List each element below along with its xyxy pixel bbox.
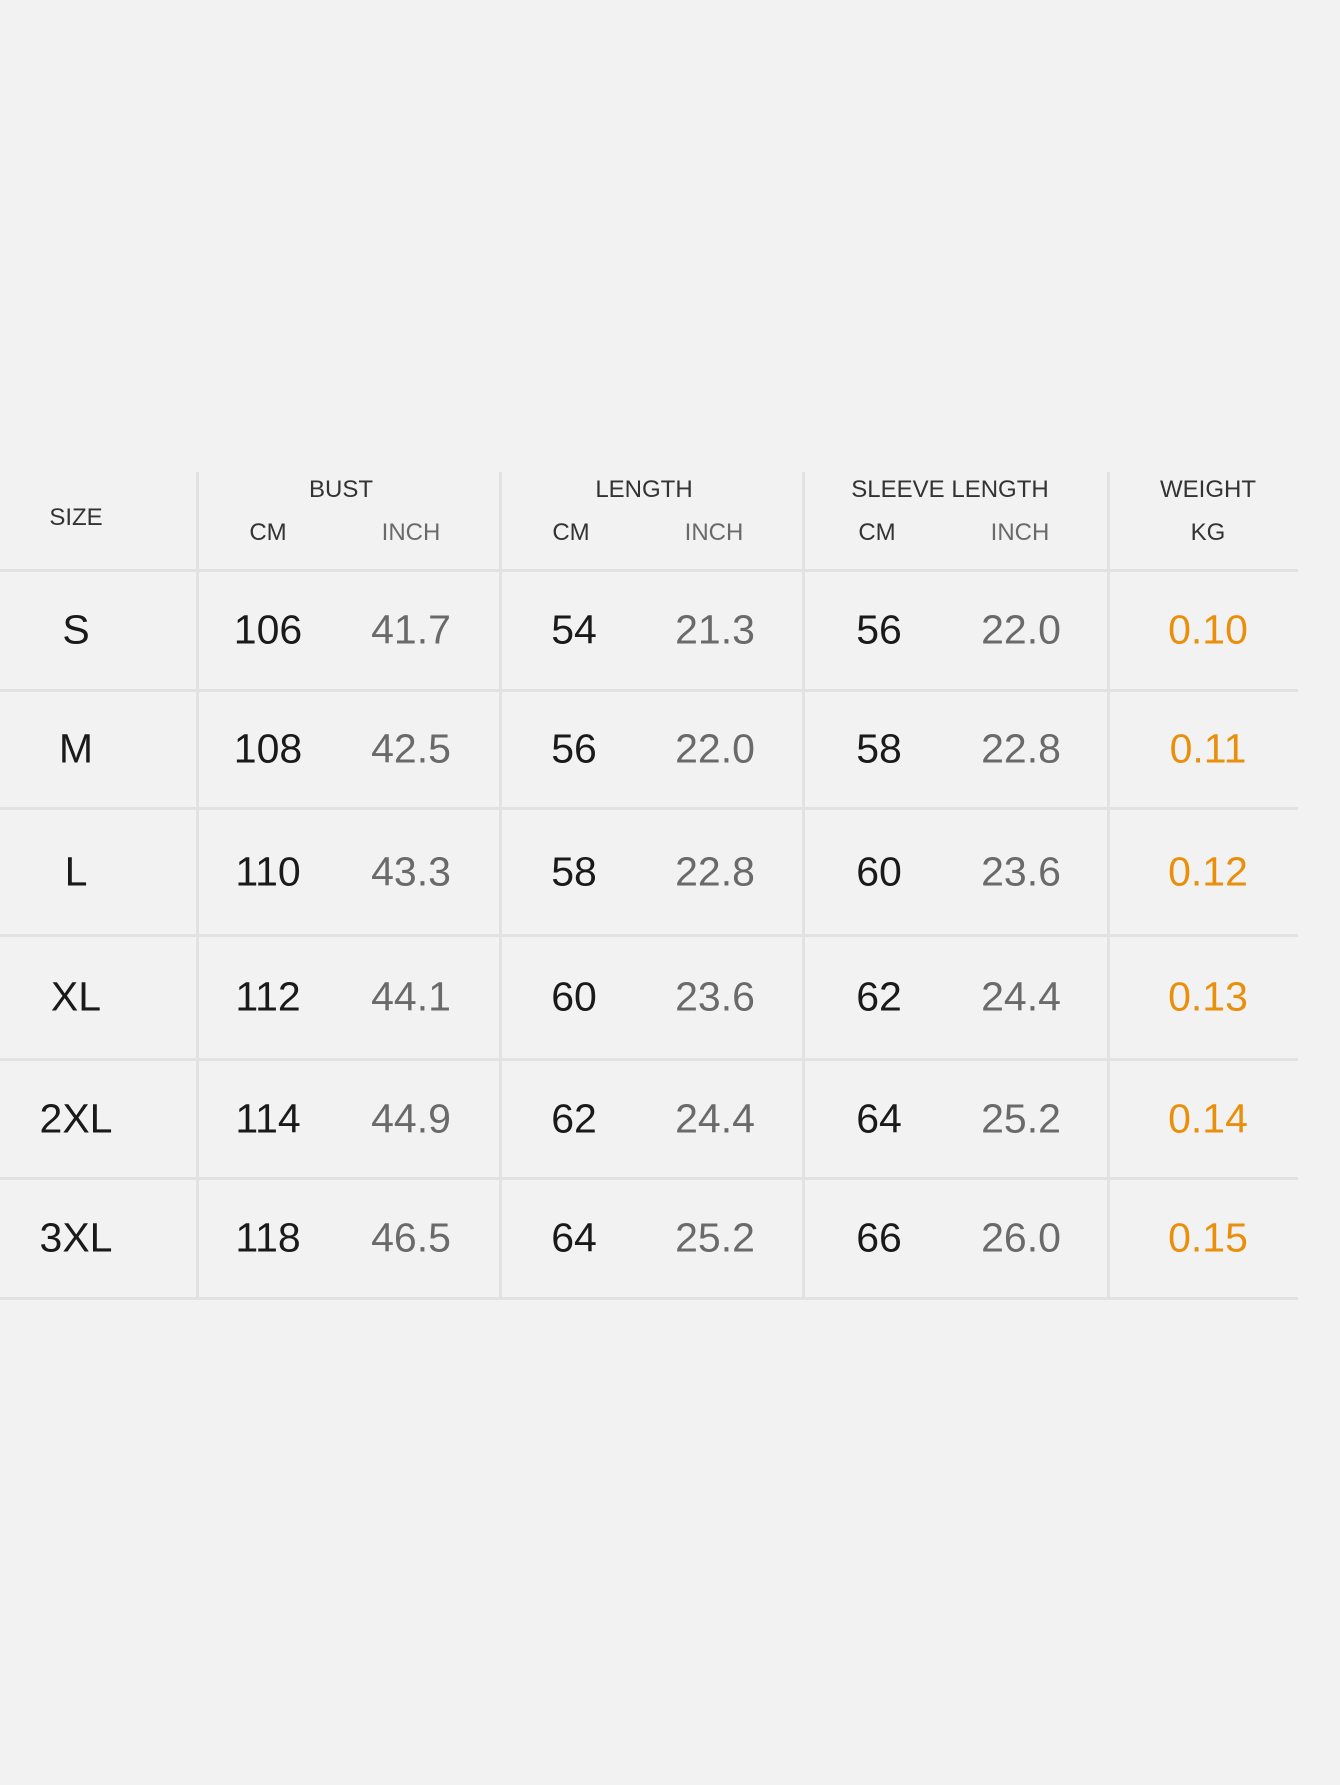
cell-value: 41.7 xyxy=(371,606,451,653)
cell-value: 22.8 xyxy=(981,725,1061,772)
cell-value: 114 xyxy=(235,1095,301,1141)
size-label: S xyxy=(62,606,90,653)
row-divider xyxy=(0,934,1298,937)
column-header: SLEEVE LENGTH xyxy=(851,476,1049,503)
cell-value: 54 xyxy=(551,606,597,653)
cell-value: 58 xyxy=(551,848,597,894)
row-divider xyxy=(0,1058,1298,1061)
cell-value: 23.6 xyxy=(675,973,755,1020)
cell-value: 60 xyxy=(856,848,902,894)
cell-value: 44.9 xyxy=(371,1095,451,1141)
cell-value: 64 xyxy=(856,1095,902,1141)
cell-value: 44.1 xyxy=(371,973,451,1020)
column-header: BUST xyxy=(308,476,374,503)
cell-value: 64 xyxy=(551,1214,597,1261)
cell-value: 56 xyxy=(551,725,597,772)
cell-value: 22.8 xyxy=(675,848,755,894)
cell-value: 26.0 xyxy=(981,1214,1061,1261)
cell-value: 62 xyxy=(551,1095,597,1141)
cell-value: 60 xyxy=(551,973,597,1020)
cell-value: 0.13 xyxy=(1168,973,1248,1020)
cell-value: 56 xyxy=(856,606,902,653)
cell-value: 62 xyxy=(856,973,902,1020)
cell-value: 0.11 xyxy=(1169,725,1247,772)
cell-value: 42.5 xyxy=(371,725,451,772)
cell-value: 106 xyxy=(233,606,303,653)
unit-header: CM xyxy=(858,519,896,546)
unit-header: INCH xyxy=(381,519,441,546)
cell-value: 22.0 xyxy=(981,606,1061,653)
cell-value: 23.6 xyxy=(981,848,1061,894)
cell-value: 24.4 xyxy=(981,973,1061,1020)
size-label: 2XL xyxy=(39,1095,113,1141)
column-divider xyxy=(499,472,502,1298)
unit-header: INCH xyxy=(684,519,744,546)
cell-value: 24.4 xyxy=(675,1095,755,1141)
cell-value: 25.2 xyxy=(675,1214,755,1261)
size-label: L xyxy=(64,848,88,894)
row-divider xyxy=(0,1177,1298,1180)
row-divider xyxy=(0,807,1298,810)
row-divider xyxy=(0,569,1298,572)
cell-value: 0.10 xyxy=(1168,606,1248,653)
cell-value: 112 xyxy=(235,973,301,1020)
column-header: LENGTH xyxy=(595,476,693,503)
row-divider xyxy=(0,1297,1298,1300)
cell-value: 22.0 xyxy=(675,725,755,772)
cell-value: 46.5 xyxy=(371,1214,451,1261)
unit-header: CM xyxy=(249,519,287,546)
column-header: SIZE xyxy=(49,504,103,531)
cell-value: 110 xyxy=(235,848,301,894)
size-label: XL xyxy=(50,973,102,1020)
column-divider xyxy=(196,472,199,1298)
cell-value: 0.14 xyxy=(1168,1095,1248,1141)
column-divider xyxy=(802,472,805,1298)
cell-value: 66 xyxy=(856,1214,902,1261)
cell-value: 118 xyxy=(235,1214,301,1261)
column-divider xyxy=(1107,472,1110,1298)
column-header: WEIGHT xyxy=(1160,476,1256,503)
cell-value: 43.3 xyxy=(371,848,451,894)
cell-value: 108 xyxy=(233,725,303,772)
cell-value: 0.12 xyxy=(1168,848,1248,894)
unit-header: KG xyxy=(1190,519,1226,546)
unit-header: CM xyxy=(552,519,590,546)
size-label: M xyxy=(58,725,94,772)
cell-value: 0.15 xyxy=(1168,1214,1248,1261)
cell-value: 58 xyxy=(856,725,902,772)
cell-value: 21.3 xyxy=(675,606,755,653)
unit-header: INCH xyxy=(990,519,1050,546)
row-divider xyxy=(0,689,1298,692)
size-label: 3XL xyxy=(39,1214,113,1261)
cell-value: 25.2 xyxy=(981,1095,1061,1141)
